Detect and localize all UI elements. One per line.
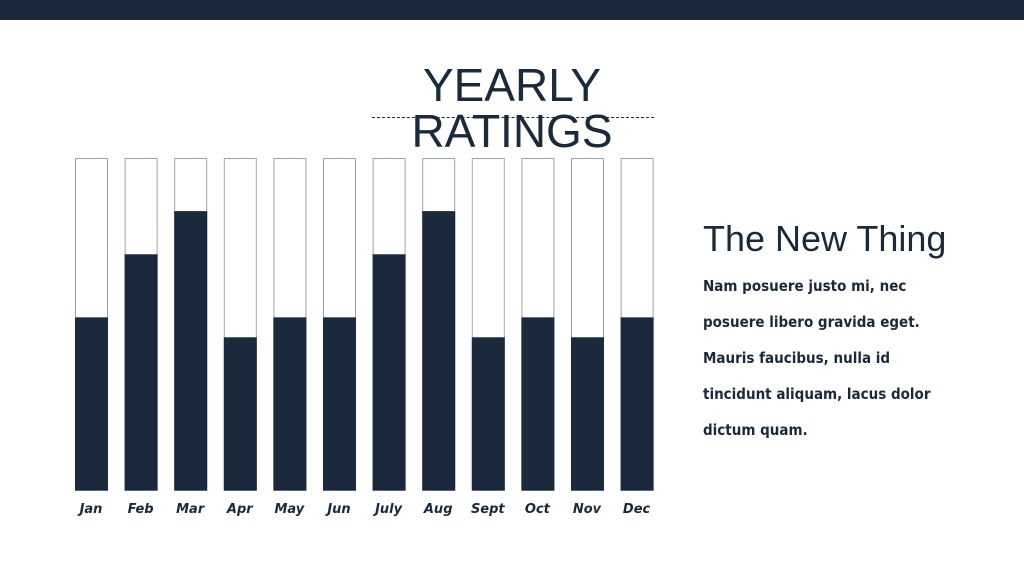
bar [521,317,555,491]
bar [223,337,257,491]
x-tick-label: Jun [324,502,350,517]
x-tick-label: May [275,502,305,517]
bar [422,211,456,491]
x-tick-label: Sept [471,502,505,517]
x-tick-label: Oct [525,502,551,517]
chart-title: YEARLY RATINGS [411,59,613,157]
side-line: dictum quam. [703,421,808,439]
bar [372,254,406,491]
bar [571,337,604,491]
bar [124,254,158,491]
side-line: Mauris faucibus, nulla id [703,349,891,367]
x-tick-label: Jan [77,502,103,517]
top-bar [0,0,1024,20]
bar [75,317,108,491]
side-paragraph: Nam posuere justo mi, nec posuere libero… [703,268,993,448]
bar-chart: Jan Feb Mar Apr May Jun July Aug Sept Oct Nov Dec [75,158,654,517]
title-divider [372,117,654,118]
x-tick-label: Dec [623,502,651,517]
side-line: posuere libero gravida eget. [703,313,920,331]
bar [471,337,505,491]
side-heading: The New Thing [703,218,947,259]
bar [273,317,307,491]
side-line: Nam posuere justo mi, nec [703,277,907,295]
bar [620,317,654,491]
x-tick-label: Nov [573,502,602,517]
x-tick-label: July [372,502,403,517]
bar [174,211,208,491]
x-tick-label: Mar [176,502,206,517]
bar [323,317,356,491]
x-tick-label: Apr [226,502,254,517]
side-line: tincidunt aliquam, lacus dolor [703,385,931,403]
x-tick-label: Feb [128,502,154,517]
x-tick-label: Aug [423,502,453,517]
